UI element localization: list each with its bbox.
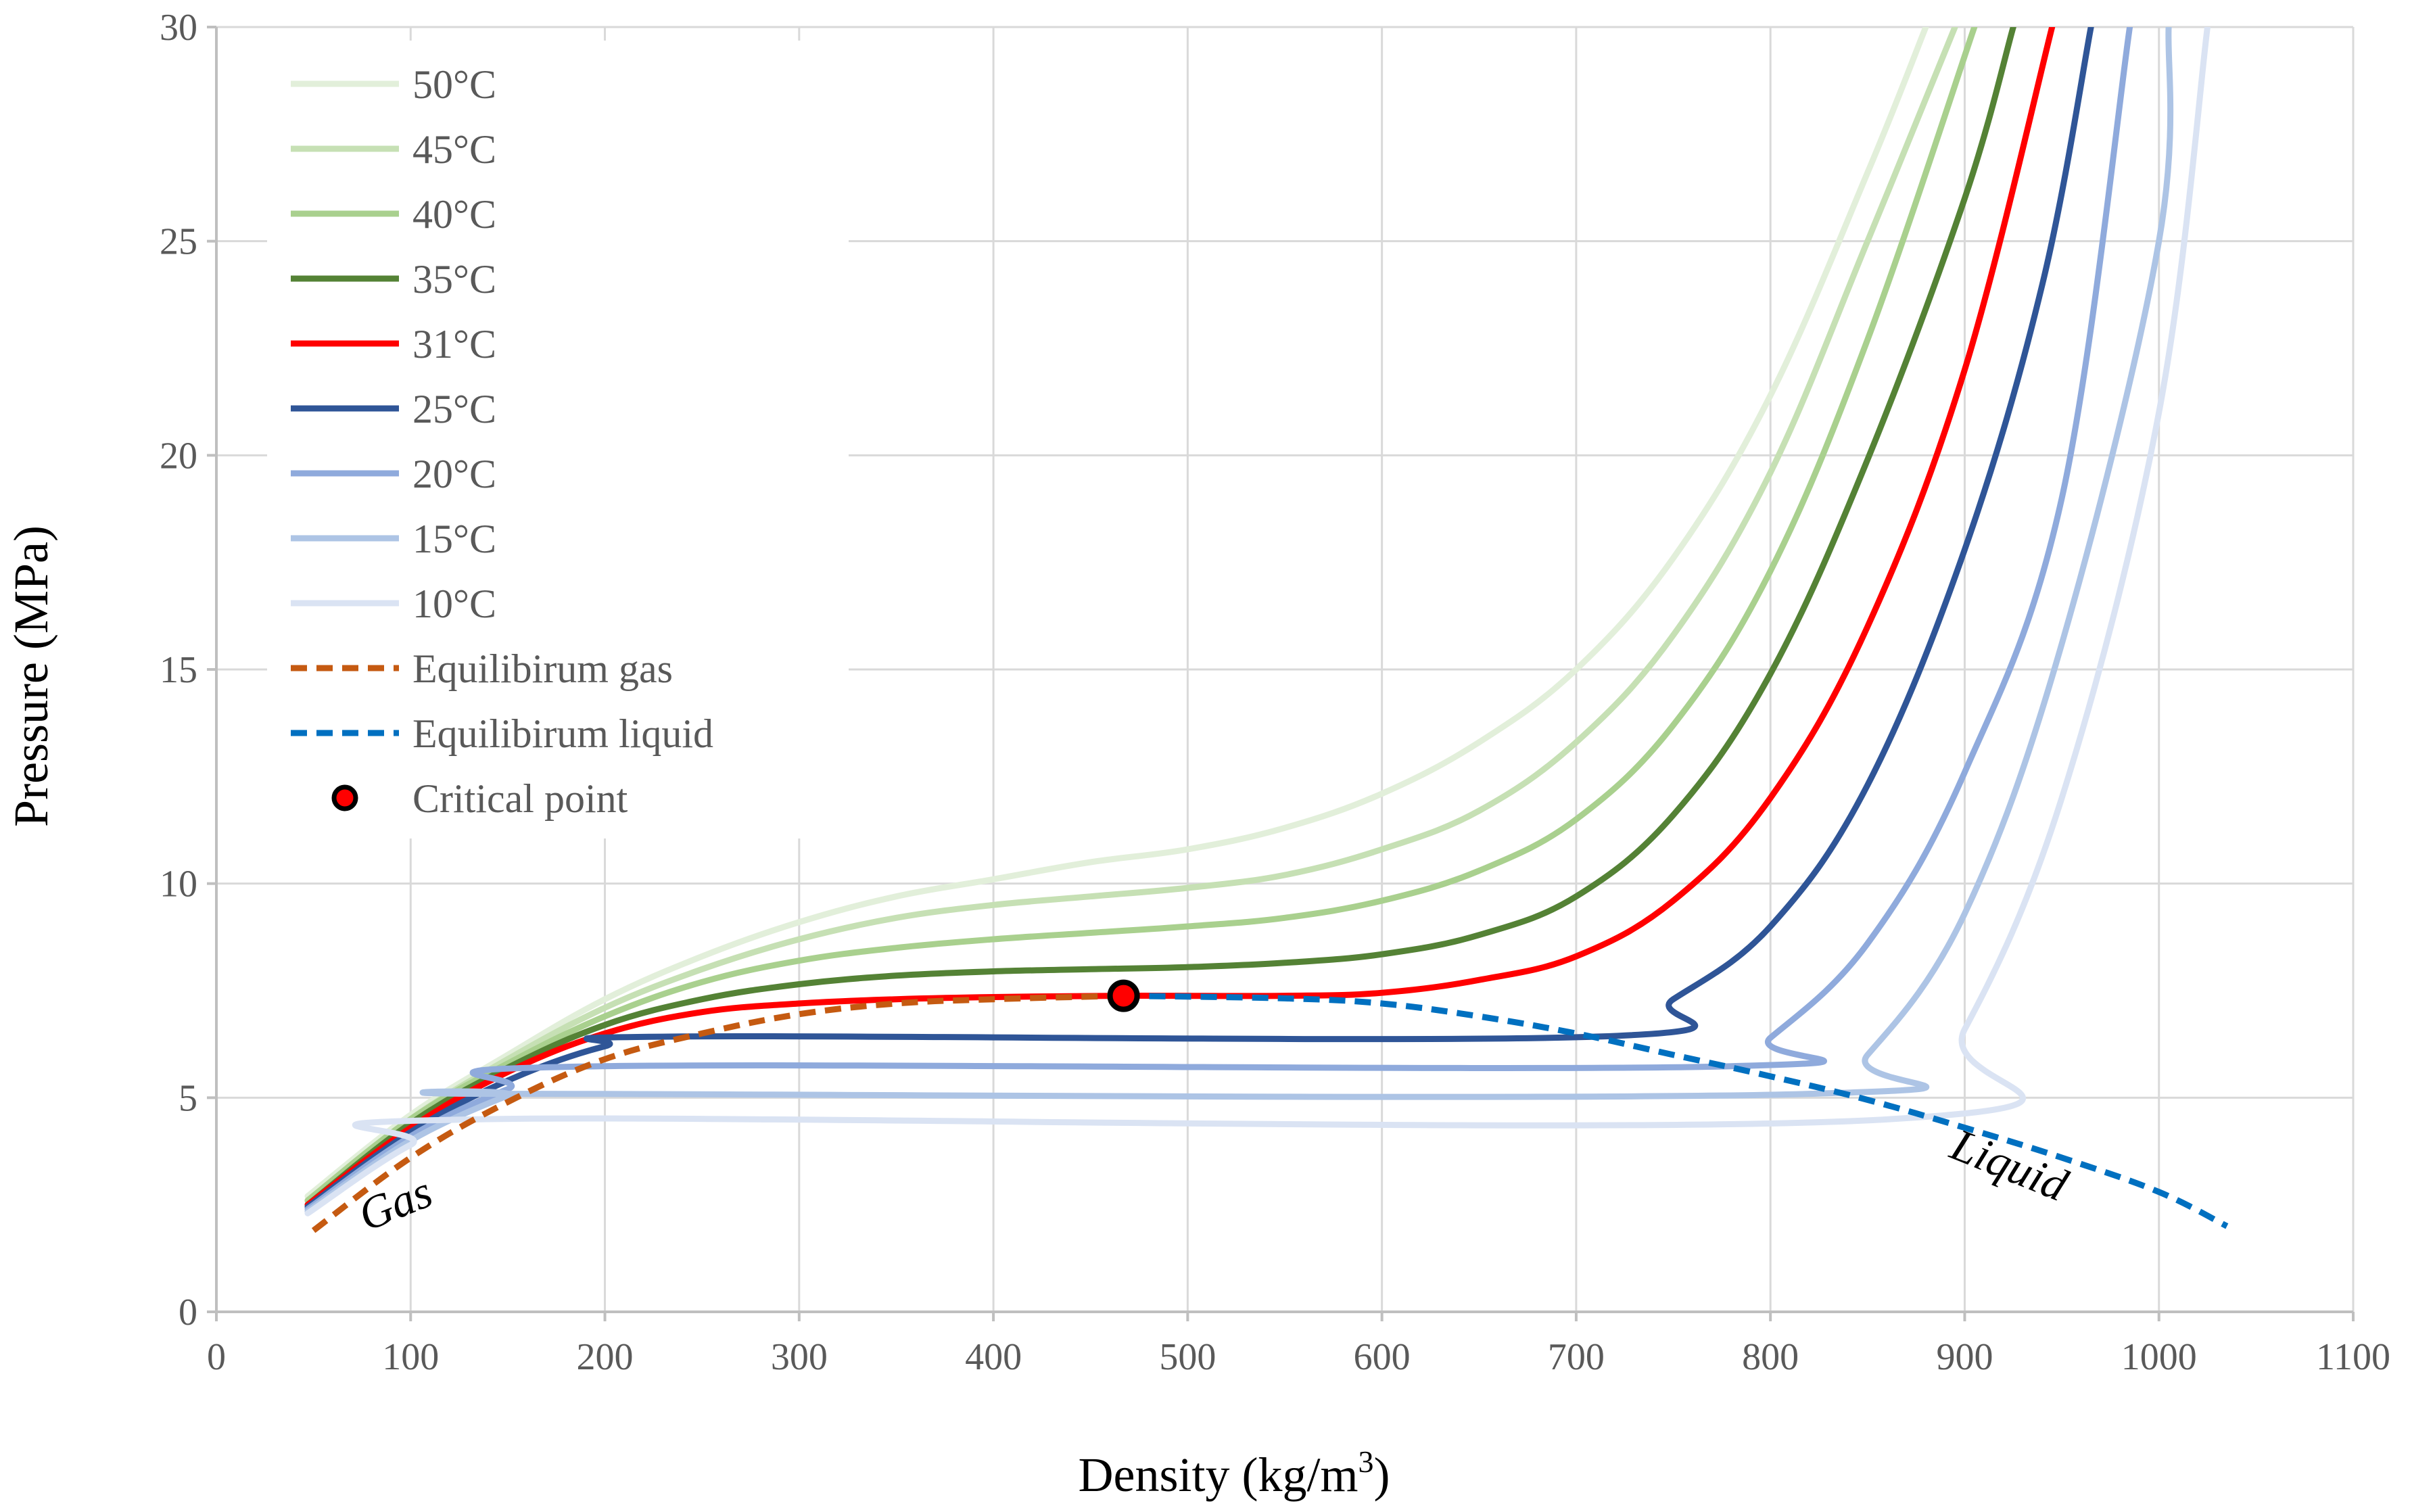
legend-label: Equilibirum liquid [412, 711, 713, 756]
x-tick-label: 500 [1159, 1336, 1216, 1378]
x-tick-label: 100 [382, 1336, 439, 1378]
legend-item: 50°C [291, 62, 496, 107]
legend-label: 15°C [412, 517, 496, 561]
y-tick-label: 25 [160, 221, 197, 263]
series-line-50-c [304, 27, 1929, 1200]
y-tick-label: 0 [179, 1292, 197, 1333]
x-axis-title: Density (kg/m3) [1079, 1444, 1390, 1502]
legend-item: 15°C [291, 517, 496, 561]
legend-item: 31°C [291, 322, 496, 367]
x-tick-label: 200 [577, 1336, 634, 1378]
gridlines [216, 26, 2355, 1312]
annotation-liquid: Liquid [1943, 1118, 2075, 1211]
axes [207, 26, 2355, 1321]
legend-label: 31°C [412, 322, 496, 367]
x-tick-label: 400 [965, 1336, 1022, 1378]
legend-item: Equilibirum liquid [291, 711, 713, 756]
series-line-45-c [304, 27, 1958, 1204]
legend-label: 50°C [412, 62, 496, 107]
legend-label: 20°C [412, 452, 496, 496]
y-tick-label: 15 [160, 649, 197, 691]
x-tick-label: 0 [207, 1336, 226, 1378]
x-tick-label: 900 [1936, 1336, 1993, 1378]
x-tick-label: 800 [1742, 1336, 1799, 1378]
legend-item: Equilibirum gas [291, 646, 673, 691]
x-tick-label: 1000 [2121, 1336, 2197, 1378]
legend: 50°C 45°C 40°C 35°C 31°C 25°C 20°C 15°C 10°C Equi… [267, 41, 849, 838]
legend-item: 25°C [291, 387, 496, 431]
y-tick-label: 30 [160, 7, 197, 49]
legend-label: 35°C [412, 257, 496, 302]
legend-label: 10°C [412, 582, 496, 626]
series-line-40-c [304, 27, 1978, 1204]
legend-label: Critical point [412, 776, 628, 821]
y-axis-title: Pressure (MPa) [4, 525, 58, 827]
series-line-10-c [304, 27, 2211, 1216]
series-line-20-c [304, 27, 2133, 1212]
legend-background [267, 41, 849, 838]
series-line-15-c [304, 27, 2174, 1214]
legend-item: 40°C [291, 192, 496, 237]
tick-labels: 0 100 200 300 400 500 600 700 800 900 1000 1100 0 5 10… [160, 7, 2390, 1378]
y-tick-label: 5 [179, 1077, 197, 1119]
y-tick-label: 10 [160, 864, 197, 905]
legend-label: 40°C [412, 192, 496, 237]
series-line-equilibirum-liquid [1123, 993, 2229, 1229]
legend-label: Equilibirum gas [412, 646, 673, 691]
series-line-31-c [304, 27, 2056, 1208]
annotations: Gas Liquid [351, 1118, 2075, 1241]
legend-item: Critical point [331, 776, 628, 821]
legend-item: 20°C [291, 452, 496, 496]
legend-marker [331, 784, 358, 811]
legend-item: 45°C [291, 127, 496, 172]
x-tick-label: 600 [1354, 1336, 1411, 1378]
legend-item: 35°C [291, 257, 496, 302]
plot-area [304, 27, 2229, 1233]
series-line-equilibirum-gas [311, 993, 1124, 1233]
series-line-25-c [304, 27, 2094, 1210]
legend-label: 45°C [412, 127, 496, 172]
x-tick-label: 300 [771, 1336, 828, 1378]
y-tick-label: 20 [160, 435, 197, 477]
legend-item: 10°C [291, 582, 496, 626]
x-tick-label: 1100 [2316, 1336, 2390, 1378]
x-tick-label: 700 [1548, 1336, 1605, 1378]
legend-label: 25°C [412, 387, 496, 431]
critical-point-marker [1107, 979, 1140, 1012]
series-line-35-c [304, 27, 2016, 1208]
